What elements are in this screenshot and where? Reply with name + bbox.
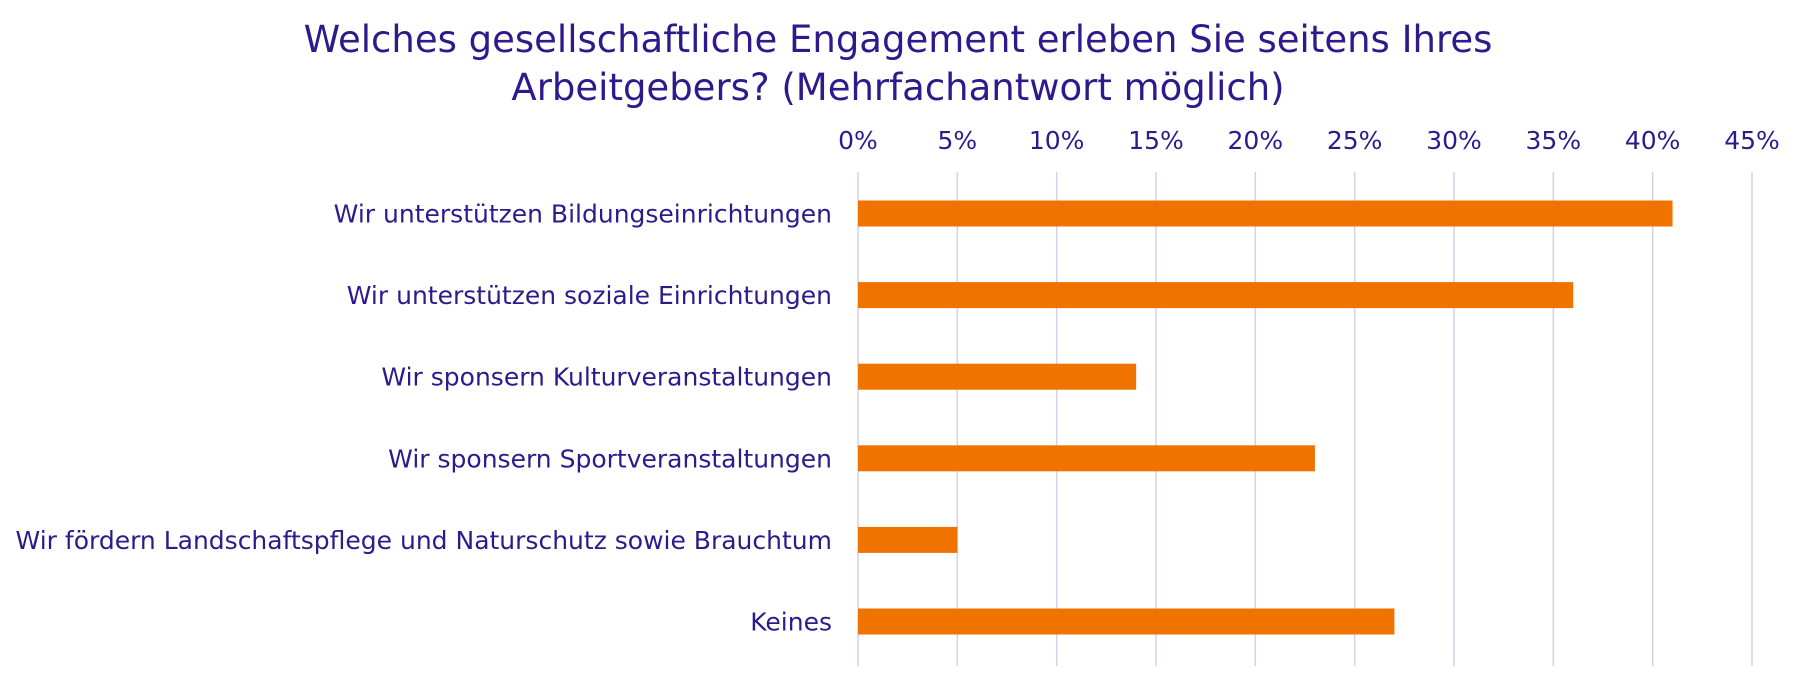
x-tick-label: 25% <box>1327 126 1383 155</box>
bar <box>858 608 1395 635</box>
category-label: Wir sponsern Kulturveranstaltungen <box>381 363 832 392</box>
bar <box>858 282 1574 309</box>
bar <box>858 200 1673 227</box>
x-tick-label: 0% <box>838 126 878 155</box>
bar <box>858 445 1315 472</box>
x-tick-label: 20% <box>1228 126 1284 155</box>
x-tick-label: 35% <box>1526 126 1582 155</box>
category-label: Wir sponsern Sportveranstaltungen <box>388 444 832 473</box>
category-labels: Wir unterstützen Bildungseinrichtungen Wi… <box>16 200 832 637</box>
x-axis-ticks: 0% 5% 10% 15% 20% 25% 30% 35% 40% 45% <box>838 126 1780 155</box>
x-tick-label: 10% <box>1029 126 1085 155</box>
x-tick-label: 45% <box>1724 126 1780 155</box>
x-tick-label: 40% <box>1625 126 1681 155</box>
chart-title-line-1: Welches gesellschaftliche Engagement erl… <box>304 18 1493 61</box>
chart-title-line-2: Arbeitgebers? (Mehrfachantwort möglich) <box>511 66 1284 109</box>
x-tick-label: 5% <box>937 126 977 155</box>
chart-title: Welches gesellschaftliche Engagement erl… <box>304 18 1493 109</box>
category-label: Keines <box>750 608 832 637</box>
category-label: Wir unterstützen soziale Einrichtungen <box>347 281 832 310</box>
category-label: Wir unterstützen Bildungseinrichtungen <box>334 200 832 229</box>
x-tick-label: 30% <box>1426 126 1482 155</box>
x-tick-label: 15% <box>1128 126 1184 155</box>
bars <box>858 200 1673 635</box>
bar <box>858 526 958 553</box>
gridlines <box>857 172 1753 666</box>
category-label: Wir fördern Landschaftspflege und Naturs… <box>16 526 832 555</box>
bar <box>858 363 1137 390</box>
